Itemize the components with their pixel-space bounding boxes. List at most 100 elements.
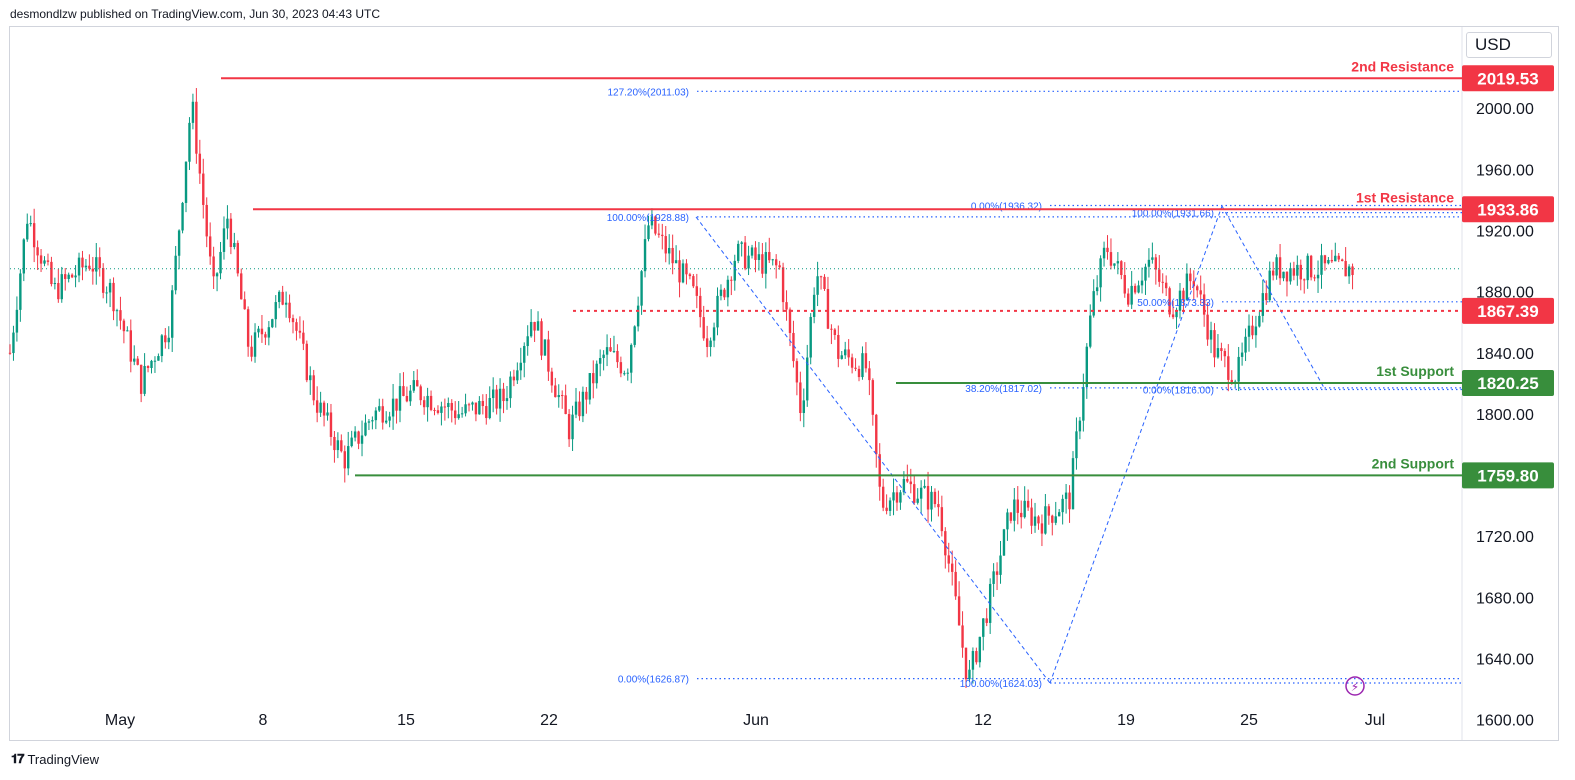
candle-body [657,233,661,235]
candle-body [357,431,360,444]
candle-body [888,500,892,511]
candle-body [654,216,657,234]
tradingview-logo[interactable]: 𝟏𝟕 TradingView [11,751,99,767]
candle-body [557,395,560,398]
candle-body [1095,287,1099,292]
candle-body [543,339,547,356]
candle-body [1071,458,1075,510]
candle-body [633,326,636,345]
candle-body [1247,325,1251,337]
candle-body [322,402,326,416]
candle-body [885,507,888,511]
candle-body [298,330,302,333]
candle-body [778,265,781,268]
candle-body [440,406,443,413]
candle-body [478,400,481,415]
candle-body [1109,252,1113,266]
tradingview-logo-icon: 𝟏𝟕 [11,751,25,766]
candle-body [288,302,291,319]
candle-body [799,382,802,414]
candle-body [916,498,919,503]
candle-body [312,375,315,401]
fib-level-label: 127.20%(2011.03) [607,87,689,98]
candle-body [536,321,540,331]
candle-body [1347,266,1351,277]
price-tag-label: 1759.80 [1477,466,1538,485]
candle-body [788,309,792,333]
price-tag-label: 2019.53 [1477,69,1538,88]
candle-body [19,273,22,310]
candle-body [1258,315,1261,327]
candle-body [964,647,968,680]
candle-body [875,414,878,455]
x-tick-label: Jun [743,712,769,729]
candle-body [188,122,191,162]
candle-body [781,267,785,303]
candle-body [222,228,226,252]
candle-body [250,346,253,357]
candle-body [1147,259,1151,267]
y-tick-label: 1800.00 [1476,407,1534,424]
chart-frame[interactable] [9,26,1559,741]
candle-body [391,398,395,417]
fib-level-label: 0.00%(1936.32) [971,202,1042,213]
candle-body [1023,500,1026,518]
candle-body [826,288,830,329]
candle-body [108,282,112,293]
candle-body [150,360,153,368]
candle-body [1268,270,1271,301]
y-tick-label: 1600.00 [1476,713,1534,730]
candle-body [1037,516,1040,524]
candle-body [1116,261,1120,264]
candle-body [343,451,346,469]
level-name: 1st Support [1376,363,1454,379]
candle-body [191,101,195,123]
candle-body [726,279,730,298]
candle-body [764,252,768,274]
candle-body [12,332,15,354]
candle-body [968,669,971,680]
y-tick-label: 1880.00 [1476,285,1534,302]
candle-body [957,596,961,626]
candle-body [923,485,926,488]
candle-body [574,401,578,415]
fib-level-label: 0.00%(1816.00) [1143,385,1214,396]
candle-body [971,651,975,670]
candle-body [436,410,440,413]
candle-body [1140,280,1144,286]
candle-body [74,275,77,278]
candle-body [474,402,478,415]
candle-body [944,531,947,556]
candle-body [205,204,208,237]
candle-body [246,309,250,347]
candle-body [1061,498,1064,513]
x-tick-label: Jul [1365,712,1385,729]
candle-body [592,373,595,384]
candle-body [219,251,222,274]
candle-body [623,373,626,375]
candle-body [581,391,585,417]
fib-level-label: 100.00%(1624.03) [960,679,1042,690]
candle-body [1182,290,1185,301]
candle-body [133,358,136,362]
candle-body [1154,257,1158,270]
candle-body [823,276,826,289]
candle-body [305,343,309,381]
candle-body [995,571,999,575]
candle-body [878,454,881,487]
candle-body [1099,258,1102,288]
candle-body [101,268,105,293]
candle-body [709,340,712,347]
level-name: 2nd Resistance [1351,58,1454,74]
candle-body [464,404,467,414]
y-tick-label: 1640.00 [1476,652,1534,669]
candle-body [171,290,174,338]
candle-body [619,362,623,374]
candle-body [792,332,795,362]
price-tag-label: 1820.25 [1477,374,1538,393]
candle-body [1123,275,1126,294]
candle-body [1092,291,1095,316]
lightning-icon [1345,676,1365,696]
currency-selector[interactable]: USD [1466,32,1552,58]
